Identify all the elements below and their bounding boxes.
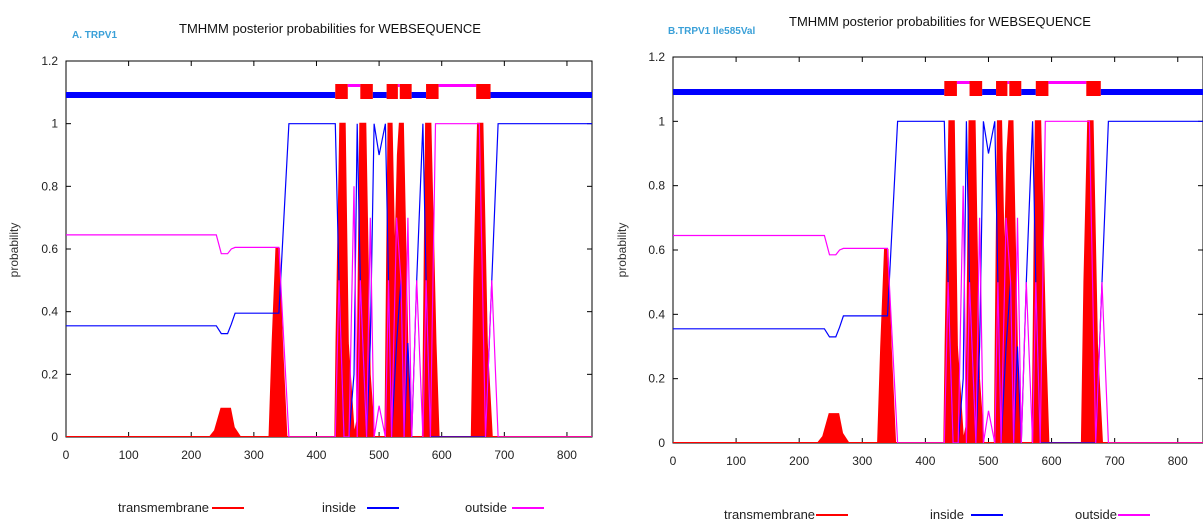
topology-segment-transmembrane: [360, 84, 373, 99]
legend-label-outside: outside: [1075, 507, 1117, 522]
x-tick-label: 700: [494, 448, 514, 462]
y-tick-label: 1: [658, 114, 665, 128]
x-tick-label: 300: [852, 454, 872, 468]
topology-segment-transmembrane: [426, 84, 439, 99]
topology-segment-outside: [1048, 81, 1087, 84]
y-tick-label: 1.2: [41, 54, 58, 68]
series-outside: [673, 120, 1203, 443]
y-tick-label: 0.2: [41, 367, 58, 381]
topology-segment-transmembrane: [969, 81, 983, 96]
chart-title: TMHMM posterior probabilities for WEBSEQ…: [789, 14, 1091, 29]
y-tick-label: 0.4: [41, 305, 58, 319]
legend: transmembrane inside outside: [118, 500, 544, 515]
panel-b: B.TRPV1 Ile585Val TMHMM posterior probabi…: [615, 14, 1203, 522]
y-tick-label: 0.6: [41, 242, 58, 256]
topology-segment-transmembrane: [1086, 81, 1101, 96]
topology-segment-inside: [490, 92, 592, 98]
x-tick-label: 200: [789, 454, 809, 468]
topology-segment-outside: [438, 84, 477, 87]
topology-segment-transmembrane: [944, 81, 957, 96]
x-tick-label: 700: [1105, 454, 1125, 468]
y-tick-label: 0.8: [41, 179, 58, 193]
x-tick-label: 0: [63, 448, 70, 462]
topology-segment-inside: [1021, 89, 1036, 95]
topology-segment-transmembrane: [399, 84, 412, 99]
x-tick-label: 600: [1042, 454, 1062, 468]
x-tick-label: 100: [726, 454, 746, 468]
legend-label-transmembrane: transmembrane: [724, 507, 815, 522]
series-transmembrane: [66, 122, 592, 437]
x-tick-label: 200: [181, 448, 201, 462]
topology-segment-outside: [956, 81, 970, 84]
series-outside: [66, 123, 592, 437]
panel-a: A. TRPV1 TMHMM posterior probabilities fo…: [7, 21, 593, 515]
series-transmembrane: [673, 120, 1203, 443]
y-tick-label: 0.6: [648, 243, 665, 257]
y-tick-label: 1: [51, 117, 58, 131]
panel-label: B.TRPV1 Ile585Val: [668, 26, 755, 37]
y-tick-label: 0.4: [648, 307, 665, 321]
plot-area: [66, 84, 592, 437]
panel-label: A. TRPV1: [72, 30, 117, 41]
topology-segment-outside: [1007, 81, 1010, 84]
series-inside: [66, 123, 592, 437]
legend-label-inside: inside: [930, 507, 964, 522]
y-axis-label: probability: [615, 223, 629, 278]
topology-segment-transmembrane: [335, 84, 348, 99]
topology-segment-inside: [673, 89, 945, 95]
x-tick-label: 800: [557, 448, 577, 462]
x-tick-label: 500: [978, 454, 998, 468]
y-tick-label: 1.2: [648, 50, 665, 64]
topology-bar: [673, 81, 1203, 96]
x-tick-label: 300: [244, 448, 264, 462]
series-inside: [673, 120, 1203, 443]
x-tick-label: 800: [1168, 454, 1188, 468]
topology-segment-inside: [1100, 89, 1203, 95]
x-tick-label: 100: [119, 448, 139, 462]
topology-segment-outside: [397, 84, 400, 87]
topology-segment-inside: [982, 89, 997, 95]
y-tick-label: 0.8: [648, 179, 665, 193]
plot-frame: [672, 56, 1203, 444]
plot-area: [673, 81, 1203, 443]
plot-frame: [65, 60, 593, 438]
topology-segment-inside: [66, 92, 336, 98]
topology-segment-transmembrane: [476, 84, 491, 99]
topology-segment-inside: [411, 92, 427, 98]
legend: transmembrane inside outside: [724, 507, 1150, 522]
x-tick-label: 400: [306, 448, 326, 462]
legend-label-transmembrane: transmembrane: [118, 500, 209, 515]
chart-title: TMHMM posterior probabilities for WEBSEQ…: [179, 21, 481, 36]
x-tick-label: 0: [670, 454, 677, 468]
y-tick-label: 0: [51, 430, 58, 444]
x-tick-label: 400: [915, 454, 935, 468]
y-tick-label: 0: [658, 436, 665, 450]
topology-segment-transmembrane: [996, 81, 1008, 96]
legend-label-outside: outside: [465, 500, 507, 515]
legend-label-inside: inside: [322, 500, 356, 515]
topology-segment-inside: [372, 92, 387, 98]
topology-segment-transmembrane: [386, 84, 398, 99]
topology-bar: [66, 84, 592, 99]
topology-segment-transmembrane: [1035, 81, 1049, 96]
x-tick-label: 600: [432, 448, 452, 462]
y-tick-label: 0.2: [648, 372, 665, 386]
topology-segment-outside: [347, 84, 361, 87]
topology-segment-transmembrane: [1009, 81, 1022, 96]
x-tick-label: 500: [369, 448, 389, 462]
y-axis-label: probability: [7, 223, 21, 278]
